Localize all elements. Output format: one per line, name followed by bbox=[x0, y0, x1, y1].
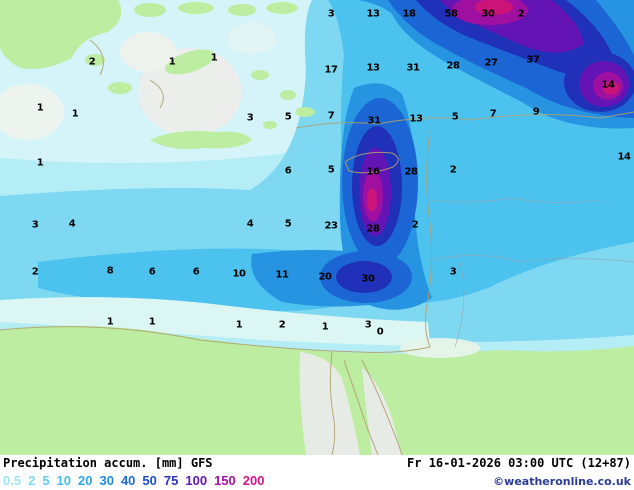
legend-value: 150 bbox=[214, 473, 236, 488]
caption-bar: Precipitation accum. [mm] GFS Fr 16-01-2… bbox=[0, 455, 634, 490]
legend-value: 200 bbox=[242, 473, 265, 488]
precip-map-graphic bbox=[0, 0, 634, 455]
map-title: Precipitation accum. [mm] GFS bbox=[3, 456, 213, 470]
legend-value: 75 bbox=[163, 473, 179, 488]
legend-value: 100 bbox=[185, 473, 208, 488]
legend-value: 5 bbox=[42, 473, 50, 488]
legend-value: 50 bbox=[142, 473, 157, 488]
legend-scale: 0.5 2 5 10 20 30 40 50 75 100 150 200 bbox=[3, 473, 264, 488]
legend-value: 20 bbox=[78, 473, 93, 488]
legend-value: 0.5 bbox=[3, 473, 22, 488]
map-datetime: Fr 16-01-2026 03:00 UTC (12+87) bbox=[407, 456, 631, 470]
copyright-text: ©weatheronline.co.uk bbox=[493, 475, 631, 488]
legend-value: 10 bbox=[56, 473, 72, 488]
precip-map: 3 13 18 58 30 2 2 1 1 17 13 31 28 27 37 14 1 1 3 5 7 31 13 5 7 9 1… bbox=[0, 0, 634, 455]
legend-value: 30 bbox=[99, 473, 114, 488]
legend-value: 40 bbox=[120, 473, 136, 488]
legend-value: 2 bbox=[28, 473, 36, 488]
